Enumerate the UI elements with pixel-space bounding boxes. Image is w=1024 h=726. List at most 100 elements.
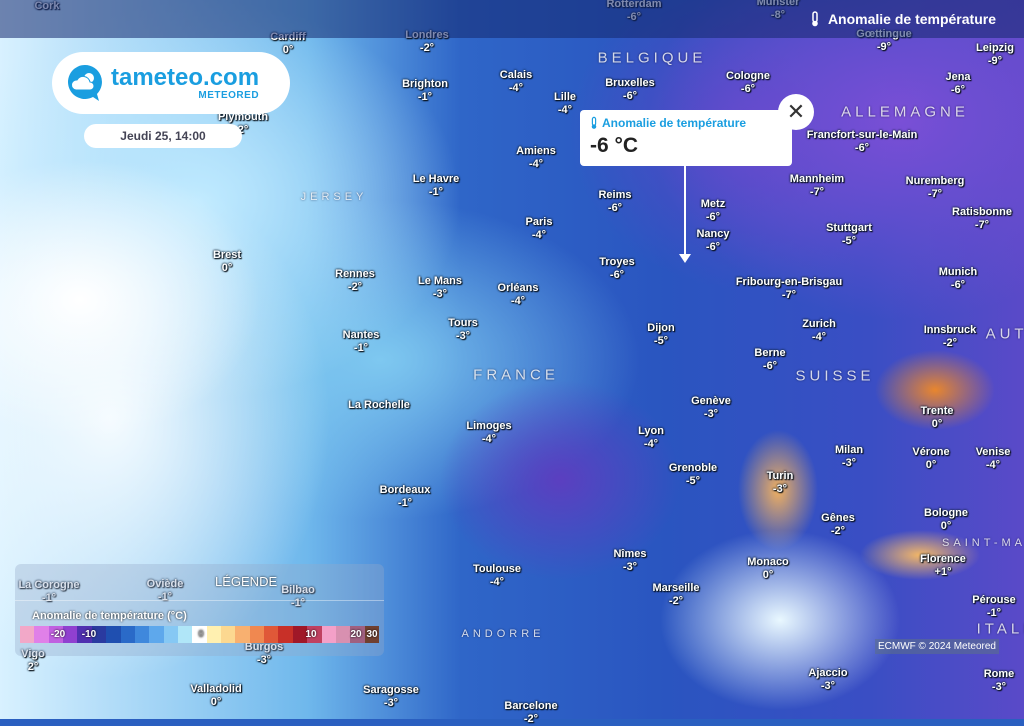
city-label[interactable]: Nantes -1° bbox=[343, 329, 380, 355]
city-label[interactable]: Venise -4° bbox=[976, 446, 1011, 472]
city-label[interactable]: Cologne -6° bbox=[726, 70, 770, 96]
legend-color-swatch bbox=[249, 626, 265, 643]
city-label[interactable]: Valladolid 0° bbox=[190, 683, 241, 709]
city-temperature: -6° bbox=[607, 202, 623, 214]
city-temperature: 0° bbox=[762, 569, 774, 581]
city-name: Florence bbox=[920, 553, 966, 565]
city-label[interactable]: Trente 0° bbox=[920, 405, 953, 431]
city-label[interactable]: Bruxelles -6° bbox=[605, 77, 655, 103]
city-name: Grenoble bbox=[668, 462, 718, 474]
city-name: Pérouse bbox=[972, 594, 1016, 606]
city-label[interactable]: Lille -4° bbox=[554, 91, 576, 117]
city-label[interactable]: Brighton -1° bbox=[402, 78, 448, 104]
city-label[interactable]: Jena -6° bbox=[945, 71, 970, 97]
city-label[interactable]: Mannheim -7° bbox=[790, 173, 844, 199]
date-time-selector[interactable]: Jeudi 25, 14:00 bbox=[84, 124, 242, 148]
city-label[interactable]: Rome -3° bbox=[984, 668, 1015, 694]
pin-line bbox=[684, 166, 686, 260]
legend-tick-label: 10 bbox=[305, 629, 317, 640]
city-temperature: -1° bbox=[353, 342, 369, 354]
legend-tick-label: 0 bbox=[198, 629, 204, 640]
city-label[interactable]: Vérone 0° bbox=[912, 446, 949, 472]
city-label[interactable]: Leipzig -9° bbox=[976, 42, 1014, 68]
city-label[interactable]: Rennes -2° bbox=[335, 268, 375, 294]
city-name: Nancy bbox=[696, 228, 730, 240]
city-label[interactable]: La Corogne -1° bbox=[18, 579, 79, 605]
city-label[interactable]: Burgos -3° bbox=[245, 641, 284, 667]
city-label[interactable]: Ajaccio -3° bbox=[808, 667, 847, 693]
legend-color-swatch bbox=[120, 626, 135, 643]
city-label[interactable]: Milan -3° bbox=[835, 444, 863, 470]
city-label[interactable]: Toulouse -4° bbox=[473, 563, 521, 589]
tooltip-title: Anomalie de température bbox=[602, 116, 747, 130]
legend-tick-label: 20 bbox=[350, 629, 362, 640]
logo[interactable]: tameteo.com METEORED bbox=[52, 52, 290, 114]
city-label[interactable]: Bordeaux -1° bbox=[380, 484, 431, 510]
city-label[interactable]: Plymouth 2° bbox=[218, 111, 268, 137]
city-name: Cologne bbox=[726, 70, 770, 82]
city-temperature: -3° bbox=[383, 697, 399, 709]
legend-color-swatch bbox=[278, 626, 293, 643]
city-label[interactable]: La Rochelle bbox=[348, 399, 410, 412]
city-label[interactable]: Stuttgart -5° bbox=[826, 222, 872, 248]
city-label[interactable]: Berne -6° bbox=[754, 347, 785, 373]
city-label[interactable]: Fribourg-en-Brisgau -7° bbox=[736, 276, 842, 302]
city-label[interactable]: Orléans -4° bbox=[498, 282, 539, 308]
city-label[interactable]: Zurich -4° bbox=[802, 318, 836, 344]
city-label[interactable]: Munich -6° bbox=[939, 266, 978, 292]
legend-color-swatch bbox=[192, 626, 207, 643]
legend-color-swatch bbox=[91, 626, 107, 643]
country-label: JERSEY bbox=[300, 191, 368, 203]
city-label[interactable]: Tours -3° bbox=[448, 317, 478, 343]
city-label[interactable]: Oviède -1° bbox=[147, 578, 184, 604]
city-label[interactable]: Lyon -4° bbox=[638, 425, 664, 451]
close-tooltip-button[interactable]: ✕ bbox=[778, 94, 814, 130]
city-label[interactable]: Troyes -6° bbox=[599, 256, 634, 282]
city-label[interactable]: Marseille -2° bbox=[652, 582, 699, 608]
city-temperature: -5° bbox=[685, 475, 701, 487]
city-label[interactable]: Dijon -5° bbox=[647, 322, 675, 348]
city-label[interactable]: Nîmes -3° bbox=[613, 548, 646, 574]
city-label[interactable]: Amiens -4° bbox=[516, 145, 556, 171]
city-label[interactable]: Florence +1° bbox=[920, 553, 966, 579]
city-label[interactable]: Ratisbonne -7° bbox=[952, 206, 1012, 232]
city-label[interactable]: Nuremberg -7° bbox=[906, 175, 965, 201]
layer-title[interactable]: Anomalie de température bbox=[810, 11, 996, 27]
city-label[interactable]: Reims -6° bbox=[598, 189, 631, 215]
city-label[interactable]: Limoges -4° bbox=[466, 420, 511, 446]
city-label[interactable]: Genève -3° bbox=[691, 395, 731, 421]
city-label[interactable]: Nancy -6° bbox=[696, 228, 729, 254]
city-temperature: 2° bbox=[237, 124, 249, 136]
city-label[interactable]: Barcelone -2° bbox=[504, 700, 557, 726]
city-temperature: -7° bbox=[809, 186, 825, 198]
legend-panel[interactable]: LÉGENDE Anomalie de température (°C) -20… bbox=[15, 564, 384, 656]
city-label[interactable]: Gênes -2° bbox=[821, 512, 855, 538]
city-label[interactable]: Monaco 0° bbox=[747, 556, 789, 582]
city-name: Metz bbox=[700, 198, 726, 210]
city-label[interactable]: Paris -4° bbox=[526, 216, 553, 242]
city-label[interactable]: Turin -3° bbox=[767, 470, 794, 496]
city-label[interactable]: Saragosse -3° bbox=[363, 684, 419, 710]
city-temperature: -4° bbox=[528, 158, 544, 170]
city-name: Munich bbox=[938, 266, 978, 278]
city-temperature: -5° bbox=[653, 335, 669, 347]
city-temperature: -1° bbox=[417, 91, 433, 103]
city-label[interactable]: Grenoble -5° bbox=[669, 462, 717, 488]
city-label[interactable]: Brest 0° bbox=[213, 249, 241, 275]
city-temperature: -6° bbox=[705, 241, 721, 253]
city-label[interactable]: Pérouse -1° bbox=[972, 594, 1015, 620]
city-name: Berne bbox=[754, 347, 786, 359]
legend-color-swatch bbox=[292, 626, 308, 643]
city-temperature: 0° bbox=[940, 520, 952, 532]
city-label[interactable]: Le Mans -3° bbox=[418, 275, 462, 301]
city-label[interactable]: Innsbruck -2° bbox=[924, 324, 977, 350]
city-label[interactable]: Vigo 2° bbox=[21, 648, 45, 674]
city-label[interactable]: Le Havre -1° bbox=[413, 173, 459, 199]
city-label[interactable]: Calais -4° bbox=[500, 69, 532, 95]
city-label[interactable]: Bilbao -1° bbox=[281, 584, 315, 610]
city-name: Dijon bbox=[647, 322, 675, 334]
city-label[interactable]: Bologne 0° bbox=[924, 507, 968, 533]
city-label[interactable]: Francfort-sur-le-Main -6° bbox=[807, 129, 918, 155]
city-label[interactable]: Metz -6° bbox=[701, 198, 725, 224]
